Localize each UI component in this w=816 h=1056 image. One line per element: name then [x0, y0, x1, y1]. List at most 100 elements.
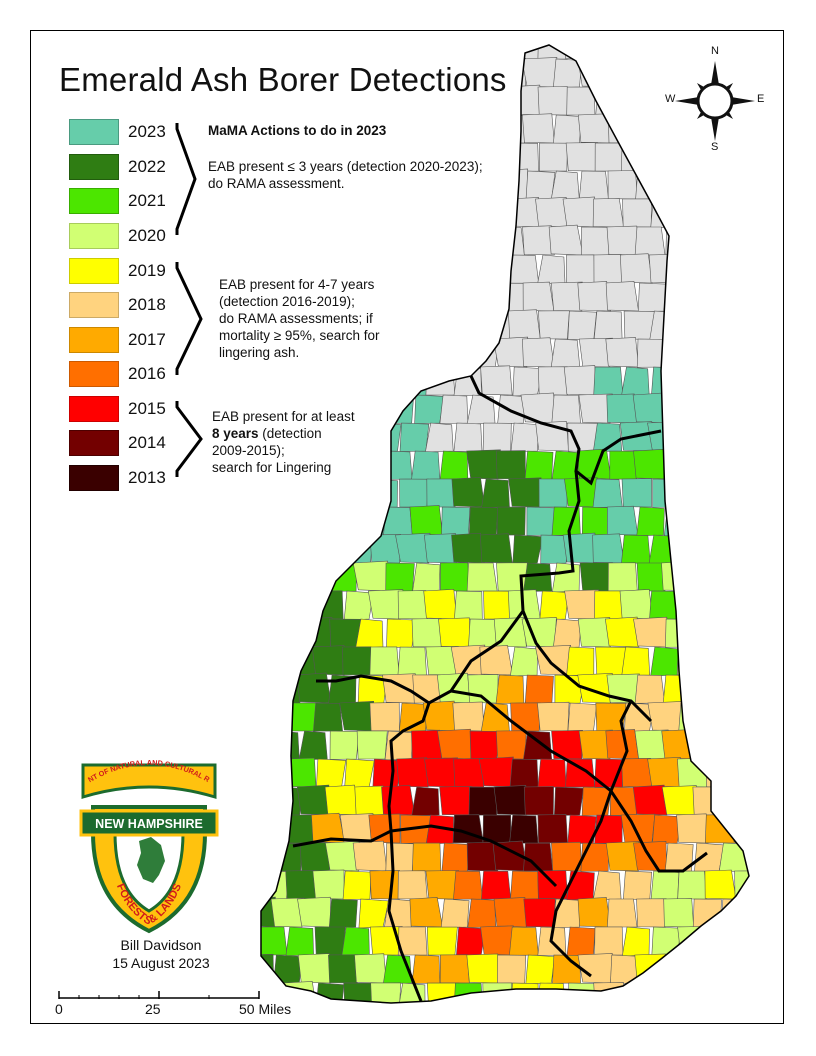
note-rest: (detection — [258, 426, 322, 441]
credit-author: Bill Davidson — [120, 937, 202, 953]
credit-date: 15 August 2023 — [112, 955, 210, 971]
town-cell — [606, 898, 638, 928]
actions-group-1: EAB present ≤ 3 years (detection 2020-20… — [208, 158, 483, 192]
town-cell — [652, 814, 683, 845]
town-cell — [636, 898, 667, 928]
town-cell — [497, 954, 527, 984]
town-cell — [493, 897, 527, 928]
town-cell — [425, 422, 454, 453]
town-cell — [411, 786, 440, 817]
shield-icon: DEPARTMENT OF NATURAL AND CULTURAL RESOU… — [76, 746, 219, 934]
legend-label: 2021 — [128, 191, 166, 210]
compass-north: N — [711, 45, 719, 57]
town-cell — [512, 534, 544, 565]
scale-label-0: 0 — [55, 1001, 63, 1017]
legend-swatch — [69, 223, 119, 249]
actions-group-3: EAB present for at least 8 years (detect… — [212, 408, 355, 476]
town-cell — [522, 730, 553, 761]
legend-label: 2013 — [128, 468, 166, 487]
scale-label-25: 25 — [145, 1001, 161, 1017]
compass-south: S — [711, 141, 719, 153]
legend-label: 2023 — [128, 122, 166, 141]
agency-logo: DEPARTMENT OF NATURAL AND CULTURAL RESOU… — [76, 746, 219, 935]
scale-bar: 0 25 50 Miles — [51, 989, 311, 1023]
town-cell — [480, 365, 513, 396]
town-cell — [414, 394, 445, 425]
town-cell — [329, 730, 360, 760]
legend-swatch — [69, 327, 119, 353]
actions-heading: MaMA Actions to do in 2023 — [208, 123, 387, 138]
town-cell — [540, 534, 571, 564]
legend-swatch — [69, 430, 119, 456]
town-cell — [567, 814, 597, 845]
town-cell — [522, 225, 555, 256]
town-cell — [552, 618, 582, 649]
note-line: 8 years (detection — [212, 425, 355, 442]
map-credit: Bill Davidson 15 August 2023 — [101, 936, 221, 972]
note-line: (detection 2016-2019); — [219, 294, 355, 309]
town-cell — [577, 281, 611, 312]
town-cell — [636, 506, 665, 537]
legend-swatch — [69, 119, 119, 145]
note-line: search for Lingering — [212, 460, 332, 475]
legend-swatch — [69, 292, 119, 318]
town-cell — [395, 532, 431, 564]
note-line: lingering ash. — [219, 345, 300, 360]
town-cell — [604, 616, 640, 648]
compass-icon — [675, 61, 755, 141]
town-cell — [554, 674, 586, 704]
legend-swatch — [69, 465, 119, 491]
legend-swatch — [69, 154, 119, 180]
legend-label: 2022 — [128, 157, 166, 176]
compass-east: E — [757, 93, 765, 105]
scale-bar-ruler — [58, 991, 260, 999]
note-line: do RAMA assessments; if — [219, 311, 373, 326]
note-line: do RAMA assessment. — [208, 176, 345, 191]
town-cell — [270, 897, 305, 928]
legend-swatch — [69, 361, 119, 387]
town-cell — [578, 393, 613, 424]
town-cell — [632, 784, 668, 816]
town-cell — [553, 786, 584, 817]
town-cell — [328, 898, 358, 929]
town-cell — [550, 281, 583, 312]
brace-group-1 — [175, 123, 197, 235]
town-cell — [342, 870, 372, 901]
town-cell — [538, 142, 568, 172]
town-cell — [537, 310, 570, 340]
actions-group-2: EAB present for 4-7 years (detection 201… — [219, 276, 379, 361]
legend-label: 2019 — [128, 261, 166, 280]
legend-label: 2020 — [128, 226, 166, 245]
compass-west: W — [665, 93, 676, 105]
town-cell — [440, 898, 470, 929]
legend-swatch — [69, 258, 119, 284]
note-line: EAB present for at least — [212, 409, 355, 424]
town-cell — [523, 562, 553, 593]
state-map — [260, 44, 750, 1004]
town-cell — [497, 394, 527, 425]
note-line: mortality ≥ 95%, search for — [219, 328, 380, 343]
legend-label: 2017 — [128, 330, 166, 349]
town-cell — [605, 841, 640, 872]
scale-label-50: 50 Miles — [239, 1001, 292, 1017]
map-frame: Emerald Ash Borer Detections 2023 2022 2… — [30, 30, 784, 1024]
town-cell — [343, 590, 374, 621]
legend-swatch — [69, 396, 119, 422]
logo-banner-text: NEW HAMPSHIRE — [95, 817, 203, 831]
town-cell — [492, 336, 529, 368]
town-cell — [619, 253, 653, 284]
legend-label: 2015 — [128, 399, 166, 418]
legend-label: 2014 — [128, 433, 166, 452]
note-line: EAB present for 4-7 years — [219, 277, 375, 292]
town-cell — [496, 506, 526, 536]
town-cell — [538, 478, 568, 508]
town-cell — [539, 590, 569, 621]
note-line: EAB present ≤ 3 years (detection 2020-20… — [208, 159, 483, 174]
legend-braces — [175, 123, 203, 477]
town-cell — [621, 478, 652, 508]
town-cell — [510, 422, 540, 453]
town-cell — [298, 730, 328, 761]
brace-group-2 — [175, 262, 203, 375]
legend-label: 2016 — [128, 364, 166, 383]
town-cell — [325, 840, 360, 872]
